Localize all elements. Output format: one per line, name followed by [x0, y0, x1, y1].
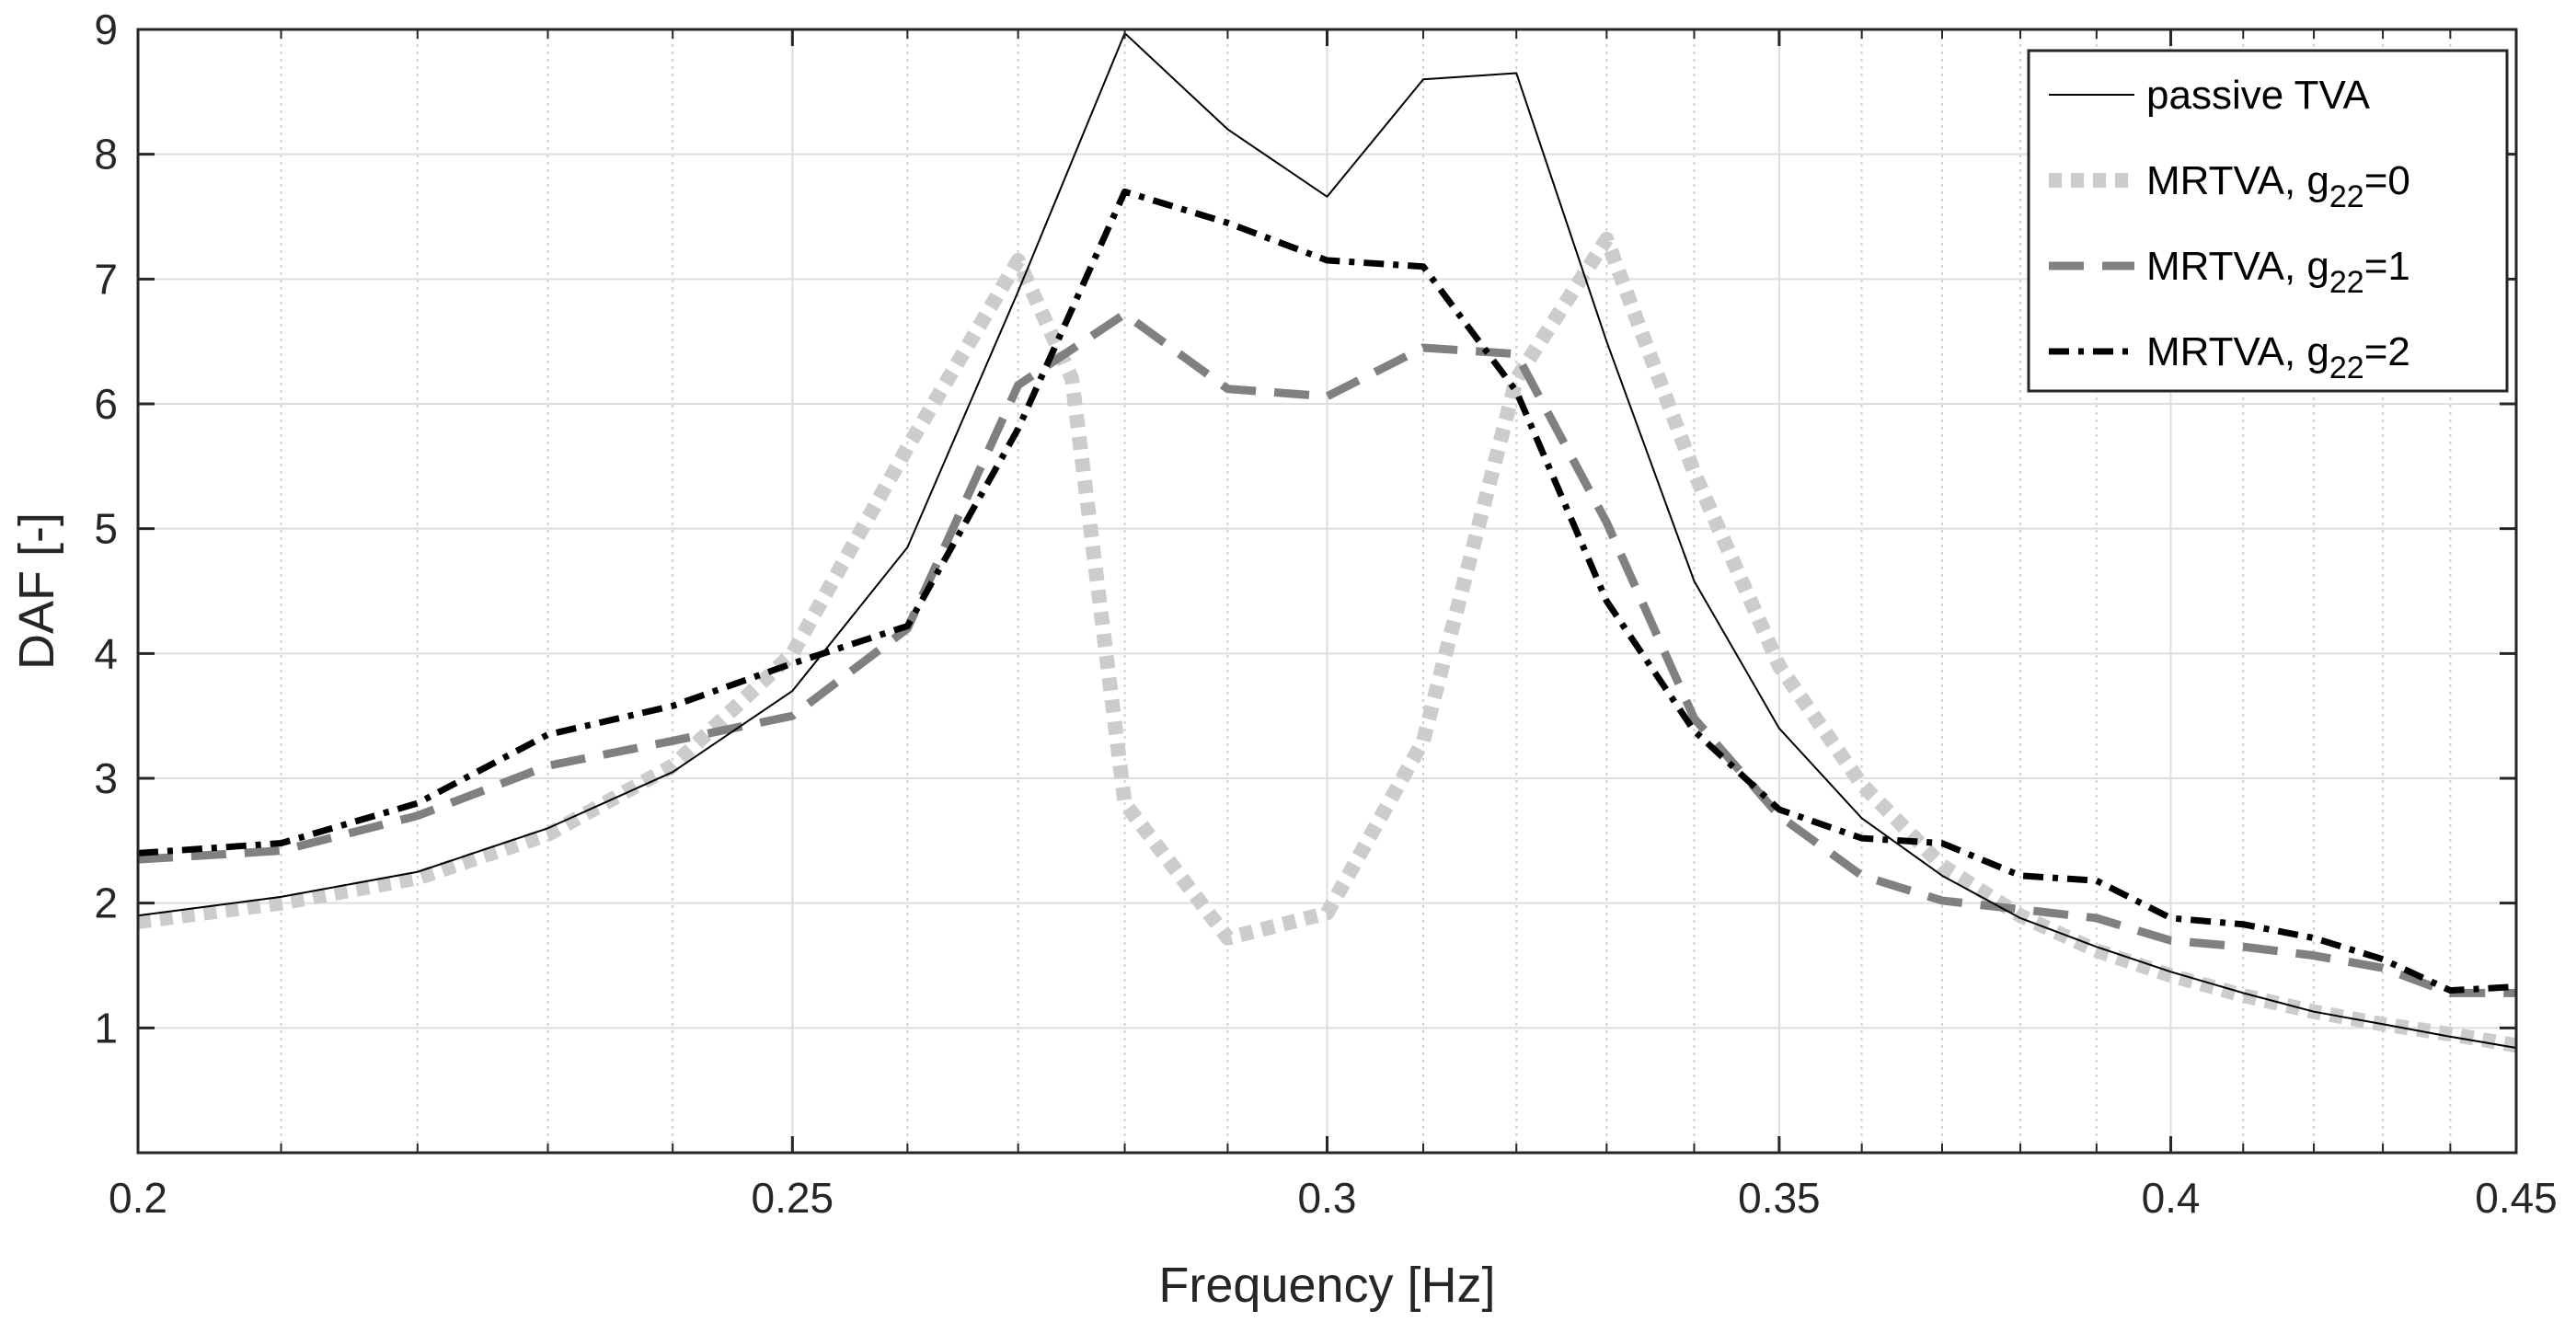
- series-line-2: [137, 309, 2516, 997]
- legend-box: [2027, 49, 2509, 393]
- legend-label-3: MRTVA, g22=2: [2146, 329, 2410, 385]
- y-tick-label: 2: [94, 879, 118, 927]
- y-tick-label: 6: [94, 380, 118, 428]
- x-tick-label: 0.2: [109, 1174, 167, 1222]
- legend-label-main: MRTVA, g: [2146, 244, 2329, 289]
- legend-label-tail: =0: [2364, 158, 2410, 203]
- legend-label-main: MRTVA, g: [2146, 329, 2329, 374]
- legend-label-subscript: 22: [2329, 351, 2364, 385]
- axis-layer: 0.2 0.25 0.3 0.35 0.4 0.45 1 2 3 4 5 6 7 8 9: [94, 6, 2557, 1222]
- x-tick-label: 0.4: [2142, 1174, 2201, 1222]
- y-tick-label: 8: [94, 131, 118, 178]
- y-tick-label: 5: [94, 505, 118, 553]
- x-tick-label: 0.35: [1738, 1174, 1821, 1222]
- legend-label-subscript: 22: [2329, 179, 2364, 214]
- legend-label-1: MRTVA, g22=0: [2146, 158, 2410, 214]
- x-tick-label: 0.25: [752, 1174, 834, 1222]
- y-tick-label: 9: [94, 6, 118, 53]
- legend-label-subscript: 22: [2329, 265, 2364, 300]
- legend-label-main: passive TVA: [2146, 73, 2371, 118]
- y-tick-label: 4: [94, 629, 118, 677]
- x-axis-title: Frequency [Hz]: [1158, 1258, 1495, 1313]
- y-axis-title: DAF [-]: [9, 512, 64, 670]
- legend-label-tail: =1: [2364, 244, 2410, 289]
- series-line-3: [137, 188, 2517, 994]
- y-tick-label: 1: [94, 1004, 118, 1052]
- legend-label-tail: =2: [2364, 329, 2410, 374]
- y-tick-label: 3: [94, 754, 118, 802]
- x-tick-label: 0.45: [2475, 1174, 2558, 1222]
- series-line-0: [137, 32, 2517, 1050]
- legend-label-main: MRTVA, g: [2146, 158, 2329, 203]
- series-layer: [136, 32, 2518, 1053]
- x-tick-label: 0.3: [1298, 1174, 1357, 1222]
- legend-label-2: MRTVA, g22=1: [2146, 244, 2410, 300]
- y-tick-label: 7: [94, 255, 118, 303]
- legend-label-0: passive TVA: [2146, 73, 2371, 118]
